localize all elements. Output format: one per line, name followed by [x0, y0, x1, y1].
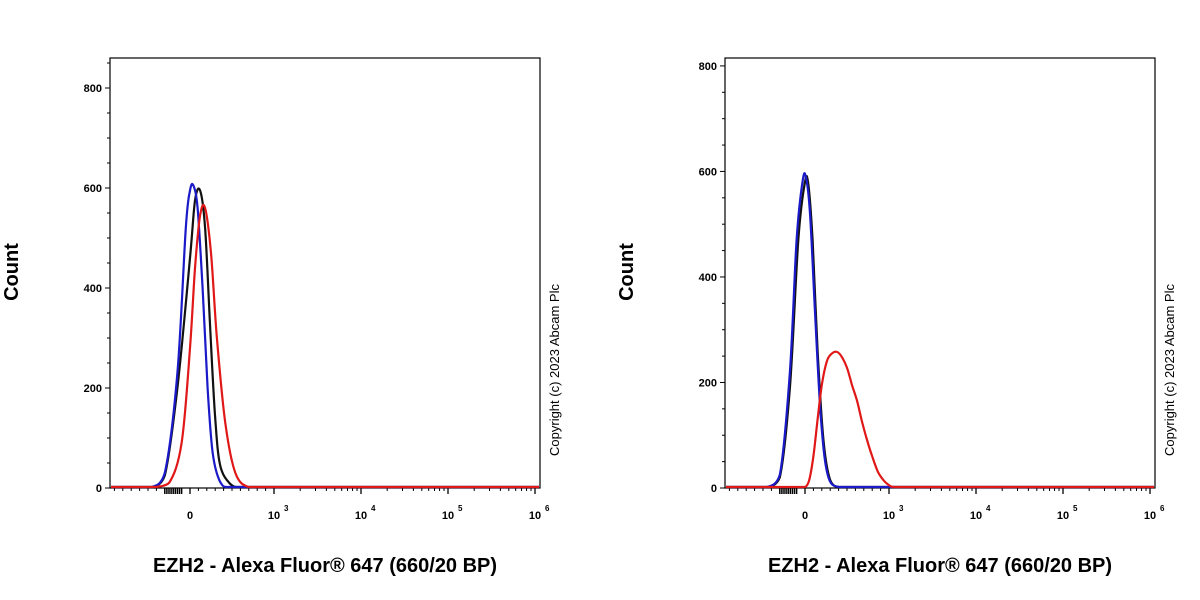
- x-tick-exponent: 4: [371, 504, 376, 513]
- y-tick-label: 600: [699, 166, 717, 178]
- x-tick-exponent: 3: [284, 504, 289, 513]
- x-tick-label: 10: [1057, 510, 1069, 522]
- x-tick-label: 10: [268, 510, 280, 522]
- x-tick-label: 10: [529, 510, 541, 522]
- x-tick-exponent: 5: [458, 504, 463, 513]
- y-tick-label: 800: [84, 83, 102, 95]
- x-tick-label: 10: [1144, 510, 1156, 522]
- series-group: [726, 172, 1154, 489]
- copyright-text: Copyright (c) 2023 Abcam Plc: [547, 284, 562, 456]
- histogram-panel-left: 0 200 400 600 800 0 10 3 10 4 10 5 10 6 Count EZH2 -…: [1, 57, 562, 577]
- series-group: [111, 182, 539, 489]
- series-line-black: [111, 187, 539, 489]
- x-tick-exponent: 5: [1073, 504, 1078, 513]
- y-tick-label: 0: [711, 483, 717, 495]
- plot-frame: [109, 57, 541, 489]
- x-tick-exponent: 6: [545, 504, 550, 513]
- y-tick-label: 800: [699, 61, 717, 73]
- x-tick-label: 10: [970, 510, 982, 522]
- y-tick-label: 200: [84, 383, 102, 395]
- x-axis: 0 10 3 10 4 10 5 10 6: [728, 488, 1165, 522]
- series-line-blue: [726, 172, 1154, 489]
- x-tick-label: 0: [187, 510, 193, 522]
- x-tick-label: 10: [355, 510, 367, 522]
- x-tick-exponent: 6: [1160, 504, 1165, 513]
- y-tick-label: 400: [84, 283, 102, 295]
- y-axis: 0 200 400 600 800: [699, 61, 725, 495]
- x-tick-exponent: 4: [986, 504, 991, 513]
- series-line-blue: [111, 182, 539, 489]
- x-axis: 0 10 3 10 4 10 5 10 6: [113, 488, 550, 522]
- x-axis-label: EZH2 - Alexa Fluor® 647 (660/20 BP): [153, 555, 497, 577]
- x-tick-exponent: 3: [899, 504, 904, 513]
- series-line-red: [111, 203, 539, 489]
- y-tick-label: 200: [699, 377, 717, 389]
- histogram-panel-right: 0 200 400 600 800 0 10 3 10 4 10 5 10 6 Count EZH2 -…: [616, 57, 1177, 577]
- x-tick-label: 10: [442, 510, 454, 522]
- y-axis: 0 200 400 600 800: [84, 62, 110, 495]
- x-axis-label: EZH2 - Alexa Fluor® 647 (660/20 BP): [768, 555, 1112, 577]
- series-line-red: [726, 350, 1154, 489]
- y-tick-label: 600: [84, 183, 102, 195]
- x-tick-label: 10: [883, 510, 895, 522]
- y-axis-label: Count: [616, 243, 638, 301]
- copyright-text: Copyright (c) 2023 Abcam Plc: [1162, 284, 1177, 456]
- y-tick-label: 400: [699, 272, 717, 284]
- y-tick-label: 0: [96, 483, 102, 495]
- plot-frame: [724, 57, 1156, 489]
- y-axis-label: Count: [1, 243, 23, 301]
- x-tick-label: 0: [802, 510, 808, 522]
